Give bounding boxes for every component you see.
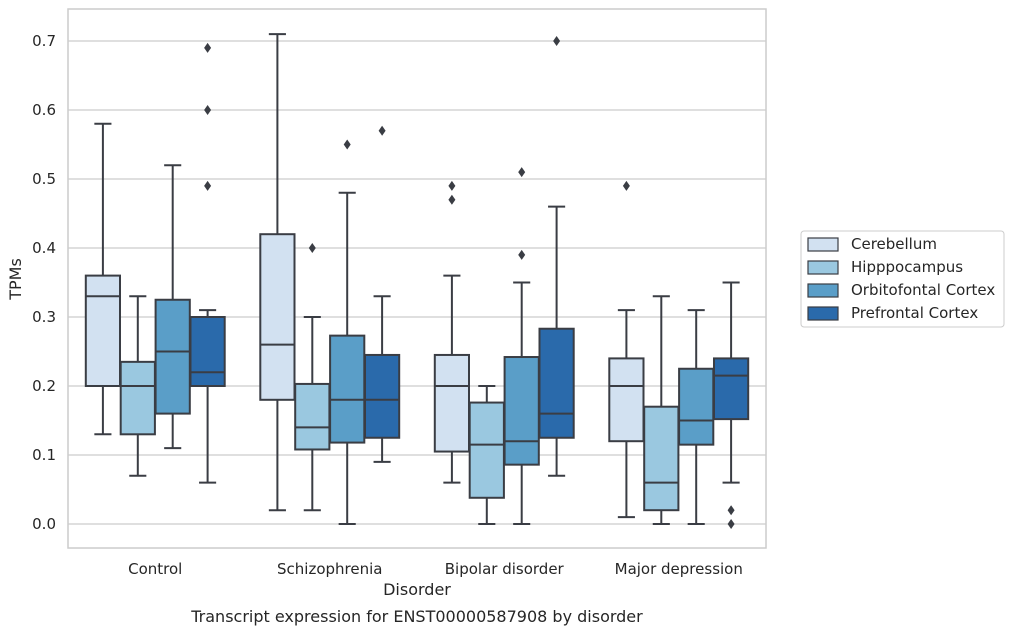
box	[259, 33, 296, 512]
y-tick-label: 0.1	[32, 446, 56, 464]
box-body	[329, 334, 366, 444]
y-tick-label: 0.3	[32, 308, 56, 326]
outlier-marker	[448, 194, 456, 205]
box-body	[643, 405, 680, 512]
outlier-marker	[448, 180, 456, 191]
box	[608, 180, 645, 519]
box-body	[259, 233, 296, 401]
legend: Cerebellum Hipppocampus Orbitofontal Corte…	[800, 230, 1005, 328]
outlier-marker	[204, 180, 212, 191]
y-tick-label: 0.4	[32, 239, 56, 257]
outlier-marker	[518, 167, 526, 178]
box	[84, 122, 122, 436]
boxes	[84, 33, 750, 529]
box-body	[608, 357, 645, 443]
legend-frame	[800, 230, 1005, 328]
chart-caption: Transcript expression for ENST0000058790…	[190, 607, 643, 626]
box	[189, 42, 226, 484]
outlier-marker	[308, 243, 316, 253]
box-body	[538, 327, 575, 439]
outlier-marker	[518, 249, 526, 260]
box-body	[363, 353, 401, 439]
y-tick-label: 0.0	[32, 515, 56, 533]
y-tick-label: 0.7	[32, 32, 56, 50]
box-body	[189, 316, 226, 387]
outlier-marker	[204, 105, 212, 115]
box	[329, 139, 366, 525]
outlier-marker	[622, 180, 630, 191]
x-tick-label: Major depression	[615, 560, 743, 578]
box	[538, 36, 575, 477]
box	[119, 295, 156, 477]
box	[643, 295, 680, 525]
box	[154, 164, 191, 450]
y-tick-labels: 0.0 0.1 0.2 0.3 0.4 0.5 0.6 0.7	[32, 32, 56, 533]
legend-swatch	[807, 306, 839, 321]
x-tick-label: Control	[128, 560, 182, 578]
box-body	[433, 353, 471, 453]
box-body	[468, 401, 505, 499]
y-tick-label: 0.5	[32, 170, 56, 188]
legend-label: Orbitofontal Cortex	[851, 281, 995, 299]
box-body	[712, 357, 750, 421]
legend-swatch	[807, 237, 839, 252]
legend-label: Prefrontal Cortex	[851, 304, 978, 322]
x-axis-title: Disorder	[383, 580, 451, 599]
box-body	[503, 356, 540, 466]
legend-label: Hipppocampus	[851, 258, 963, 276]
x-tick-label: Bipolar disorder	[445, 560, 565, 578]
box-body	[84, 274, 122, 388]
outlier-marker	[553, 36, 561, 46]
box	[712, 281, 750, 529]
plot-frame	[67, 8, 767, 549]
box-body	[119, 360, 156, 436]
outlier-marker	[727, 519, 735, 529]
legend-swatch	[807, 283, 839, 298]
legend-swatch	[807, 260, 839, 275]
y-tick-label: 0.6	[32, 101, 56, 119]
box	[363, 125, 401, 463]
outlier-marker	[378, 125, 386, 136]
x-tick-labels: Control Schizophrenia Bipolar disorder Majo…	[128, 560, 743, 578]
outlier-marker	[727, 505, 735, 516]
box-body	[678, 367, 715, 446]
y-tick-label: 0.2	[32, 377, 56, 395]
box-body	[154, 298, 191, 415]
legend-label: Cerebellum	[851, 235, 937, 253]
box-body	[294, 382, 331, 451]
y-axis-title: TPMs	[6, 258, 25, 301]
outlier-marker	[343, 139, 351, 150]
x-tick-label: Schizophrenia	[277, 560, 382, 578]
box	[503, 167, 540, 525]
outlier-marker	[204, 42, 212, 53]
